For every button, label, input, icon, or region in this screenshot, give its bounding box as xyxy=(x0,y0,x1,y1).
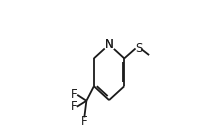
Text: N: N xyxy=(105,38,113,51)
Text: F: F xyxy=(81,115,88,128)
Text: F: F xyxy=(71,88,78,101)
Text: N: N xyxy=(105,38,113,51)
Text: F: F xyxy=(71,100,78,113)
Text: S: S xyxy=(135,42,142,55)
